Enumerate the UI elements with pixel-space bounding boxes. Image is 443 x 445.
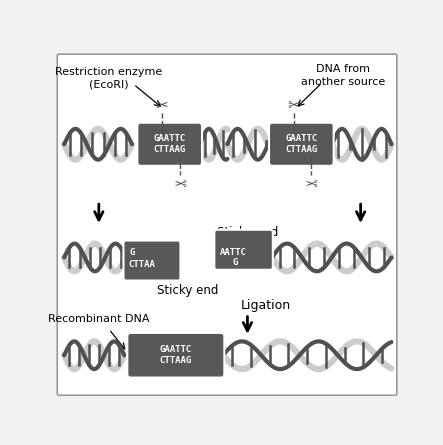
Text: ✂: ✂: [305, 173, 318, 188]
Text: ✂: ✂: [173, 173, 186, 188]
Text: CTTAA: CTTAA: [128, 260, 155, 269]
Text: ✂: ✂: [155, 98, 168, 113]
Text: GAATTC: GAATTC: [160, 345, 192, 354]
Text: CTTAAG: CTTAAG: [160, 356, 192, 365]
Text: GAATTC: GAATTC: [154, 134, 186, 143]
FancyBboxPatch shape: [124, 240, 180, 280]
Text: Sticky end: Sticky end: [157, 284, 218, 297]
Text: Ligation: Ligation: [241, 299, 291, 312]
Text: DNA from
another source: DNA from another source: [301, 64, 385, 87]
Text: Recombinant DNA: Recombinant DNA: [48, 314, 150, 324]
Text: G: G: [130, 247, 135, 257]
Text: ✂: ✂: [287, 98, 300, 113]
FancyBboxPatch shape: [57, 54, 397, 395]
FancyBboxPatch shape: [137, 123, 202, 166]
FancyBboxPatch shape: [127, 333, 224, 377]
Text: G: G: [232, 259, 237, 267]
Text: GAATTC: GAATTC: [285, 134, 318, 143]
FancyBboxPatch shape: [269, 123, 334, 166]
Text: AATTC: AATTC: [220, 247, 247, 257]
Text: Restriction enzyme
(EcoRI): Restriction enzyme (EcoRI): [55, 67, 163, 89]
FancyBboxPatch shape: [214, 230, 273, 270]
Text: CTTAAG: CTTAAG: [154, 145, 186, 154]
Text: Sticky end: Sticky end: [217, 227, 278, 239]
Text: CTTAAG: CTTAAG: [285, 145, 318, 154]
